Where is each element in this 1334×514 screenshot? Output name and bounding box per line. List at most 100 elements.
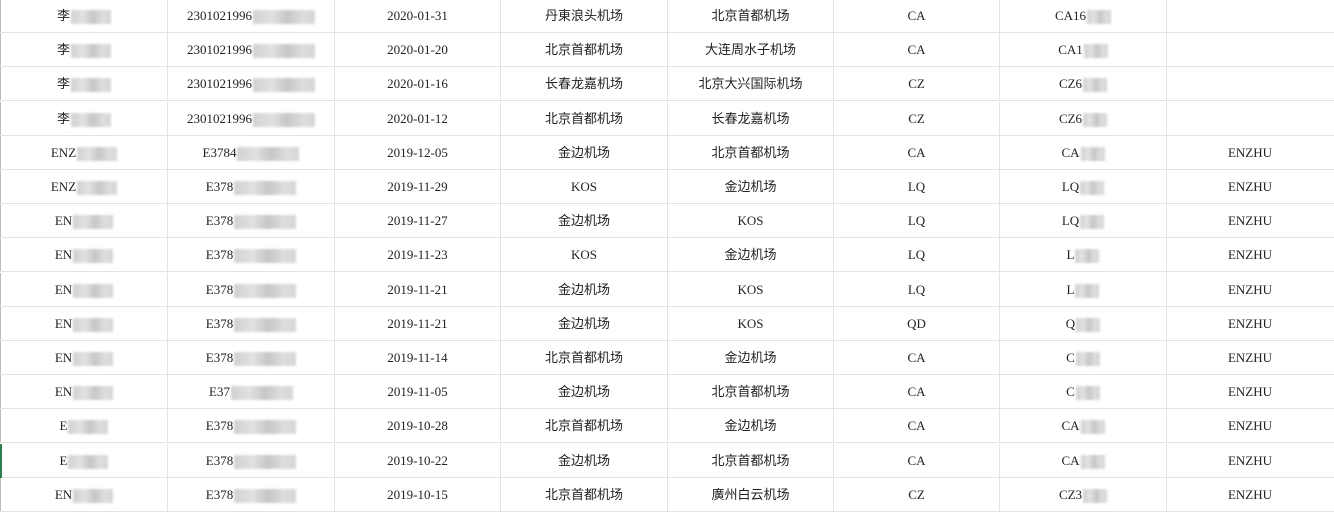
cell-date[interactable]: 2019-10-22 xyxy=(334,443,500,477)
cell-to[interactable]: 北京大兴国际机场 xyxy=(667,67,833,101)
cell-airline[interactable]: CA xyxy=(833,33,999,67)
cell-from[interactable]: 金边机场 xyxy=(500,204,667,238)
cell-id[interactable]: 2301021996 xyxy=(167,67,334,101)
cell-id[interactable]: E378 xyxy=(167,204,334,238)
cell-pax[interactable] xyxy=(1166,67,1333,101)
cell-flight[interactable]: CA xyxy=(999,443,1166,477)
cell-airline[interactable]: CA xyxy=(833,0,999,32)
cell-flight[interactable]: CZ6 xyxy=(999,67,1166,101)
cell-to[interactable]: 金边机场 xyxy=(667,170,833,203)
cell-date[interactable]: 2019-11-21 xyxy=(334,306,500,340)
cell-id[interactable]: 2301021996 xyxy=(167,0,334,32)
cell-flight[interactable]: LQ xyxy=(999,170,1166,203)
cell-from[interactable]: KOS xyxy=(500,238,667,272)
cell-flight[interactable]: L xyxy=(999,272,1166,306)
cell-pax[interactable]: ENZHU xyxy=(1166,477,1333,511)
cell-id[interactable]: 2301021996 xyxy=(167,101,334,135)
cell-from[interactable]: 北京首都机场 xyxy=(500,33,667,67)
cell-pax[interactable] xyxy=(1166,33,1333,67)
cell-name[interactable]: EN xyxy=(0,477,167,511)
cell-id[interactable]: E378 xyxy=(167,341,334,374)
cell-id[interactable]: E3784 xyxy=(167,135,334,169)
cell-to[interactable]: 长春龙嘉机场 xyxy=(667,101,833,135)
cell-from[interactable]: 北京首都机场 xyxy=(500,341,667,374)
cell-pax[interactable]: ENZHU xyxy=(1166,306,1333,340)
cell-date[interactable]: 2019-11-23 xyxy=(334,238,500,272)
cell-name[interactable]: EN xyxy=(0,341,167,374)
cell-from[interactable]: 金边机场 xyxy=(500,306,667,340)
cell-from[interactable]: KOS xyxy=(500,170,667,203)
cell-to[interactable]: 北京首都机场 xyxy=(667,0,833,32)
cell-to[interactable]: KOS xyxy=(667,272,833,306)
cell-airline[interactable]: QD xyxy=(833,306,999,340)
cell-pax[interactable]: ENZHU xyxy=(1166,170,1333,203)
cell-from[interactable]: 金边机场 xyxy=(500,272,667,306)
cell-id[interactable]: E378 xyxy=(167,409,334,443)
cell-pax[interactable]: ENZHU xyxy=(1166,135,1333,169)
cell-pax[interactable]: ENZHU xyxy=(1166,409,1333,443)
cell-airline[interactable]: LQ xyxy=(833,272,999,306)
cell-flight[interactable]: CA xyxy=(999,409,1166,443)
cell-airline[interactable]: CZ xyxy=(833,67,999,101)
cell-date[interactable]: 2019-11-14 xyxy=(334,341,500,374)
cell-flight[interactable]: C xyxy=(999,341,1166,374)
cell-pax[interactable]: ENZHU xyxy=(1166,204,1333,238)
cell-flight[interactable]: LQ xyxy=(999,204,1166,238)
cell-from[interactable]: 北京首都机场 xyxy=(500,101,667,135)
cell-from[interactable]: 长春龙嘉机场 xyxy=(500,67,667,101)
cell-date[interactable]: 2019-11-05 xyxy=(334,375,500,409)
cell-to[interactable]: 北京首都机场 xyxy=(667,375,833,409)
cell-to[interactable]: KOS xyxy=(667,306,833,340)
cell-date[interactable]: 2020-01-12 xyxy=(334,101,500,135)
cell-to[interactable]: 廣州白云机场 xyxy=(667,477,833,511)
cell-name[interactable]: E xyxy=(0,409,167,443)
cell-date[interactable]: 2019-12-05 xyxy=(334,135,500,169)
cell-to[interactable]: 金边机场 xyxy=(667,341,833,374)
cell-airline[interactable]: LQ xyxy=(833,238,999,272)
cell-from[interactable]: 丹東浪头机场 xyxy=(500,0,667,32)
cell-id[interactable]: E378 xyxy=(167,443,334,477)
cell-flight[interactable]: C xyxy=(999,375,1166,409)
cell-to[interactable]: 北京首都机场 xyxy=(667,443,833,477)
cell-airline[interactable]: CA xyxy=(833,341,999,374)
cell-name[interactable]: ENZ xyxy=(0,170,167,203)
cell-id[interactable]: E378 xyxy=(167,272,334,306)
cell-pax[interactable] xyxy=(1166,101,1333,135)
cell-to[interactable]: 大连周水子机场 xyxy=(667,33,833,67)
cell-date[interactable]: 2019-11-29 xyxy=(334,170,500,203)
cell-id[interactable]: E378 xyxy=(167,306,334,340)
cell-flight[interactable]: CA16 xyxy=(999,0,1166,32)
cell-from[interactable]: 北京首都机场 xyxy=(500,477,667,511)
cell-flight[interactable]: Q xyxy=(999,306,1166,340)
cell-name[interactable]: EN xyxy=(0,306,167,340)
cell-flight[interactable]: CZ6 xyxy=(999,101,1166,135)
cell-flight[interactable]: CA xyxy=(999,135,1166,169)
cell-date[interactable]: 2019-11-27 xyxy=(334,204,500,238)
cell-flight[interactable]: CA1 xyxy=(999,33,1166,67)
cell-to[interactable]: 北京首都机场 xyxy=(667,135,833,169)
cell-from[interactable]: 金边机场 xyxy=(500,375,667,409)
cell-flight[interactable]: CZ3 xyxy=(999,477,1166,511)
cell-pax[interactable] xyxy=(1166,0,1333,32)
cell-airline[interactable]: CZ xyxy=(833,477,999,511)
cell-airline[interactable]: CZ xyxy=(833,101,999,135)
cell-name[interactable]: EN xyxy=(0,375,167,409)
cell-airline[interactable]: CA xyxy=(833,375,999,409)
cell-pax[interactable]: ENZHU xyxy=(1166,443,1333,477)
cell-to[interactable]: 金边机场 xyxy=(667,409,833,443)
cell-date[interactable]: 2020-01-31 xyxy=(334,0,500,32)
cell-id[interactable]: 2301021996 xyxy=(167,33,334,67)
cell-id[interactable]: E378 xyxy=(167,477,334,511)
cell-date[interactable]: 2020-01-20 xyxy=(334,33,500,67)
cell-pax[interactable]: ENZHU xyxy=(1166,341,1333,374)
cell-to[interactable]: KOS xyxy=(667,204,833,238)
cell-name[interactable]: 李 xyxy=(0,0,167,32)
cell-date[interactable]: 2019-11-21 xyxy=(334,272,500,306)
cell-airline[interactable]: CA xyxy=(833,409,999,443)
cell-name[interactable]: EN xyxy=(0,204,167,238)
cell-name[interactable]: ENZ xyxy=(0,135,167,169)
cell-flight[interactable]: L xyxy=(999,238,1166,272)
cell-airline[interactable]: CA xyxy=(833,135,999,169)
cell-to[interactable]: 金边机场 xyxy=(667,238,833,272)
cell-id[interactable]: E378 xyxy=(167,170,334,203)
